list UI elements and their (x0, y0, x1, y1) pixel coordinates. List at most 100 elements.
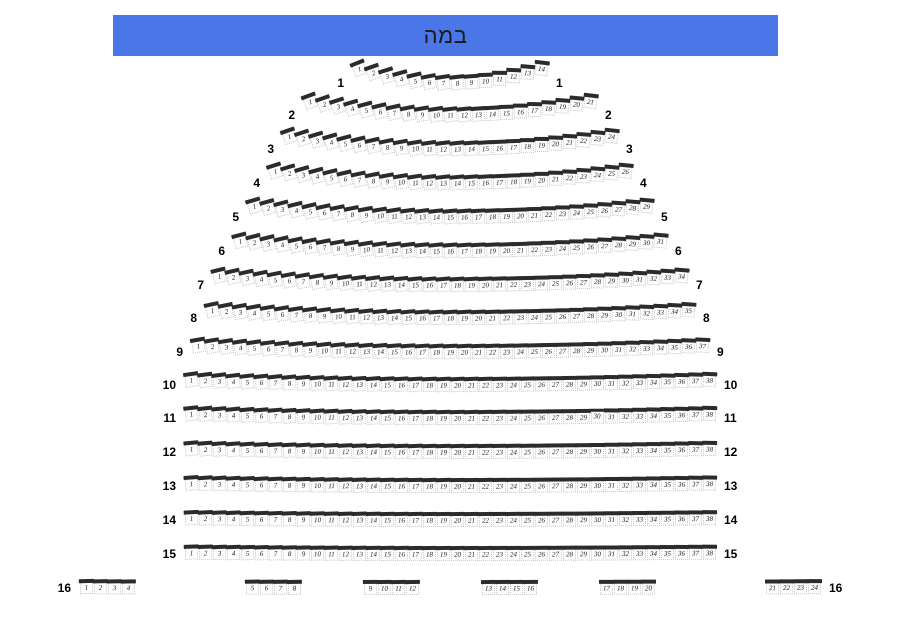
seat-icon[interactable]: 14 (385, 308, 402, 325)
seat-icon[interactable]: 16 (392, 375, 409, 392)
seat-icon[interactable]: 11 (322, 374, 339, 392)
seat-icon[interactable]: 6 (258, 579, 274, 595)
seat-icon[interactable]: 16 (491, 138, 507, 155)
seat-icon[interactable]: 21 (470, 343, 486, 359)
seat-icon[interactable]: 3 (328, 95, 347, 115)
seat-icon[interactable]: 2 (197, 509, 213, 526)
seat-icon[interactable]: 5 (238, 475, 255, 492)
seat-icon[interactable]: 9 (295, 544, 311, 561)
seat-icon[interactable]: 13 (351, 511, 367, 527)
seat-icon[interactable]: 33 (652, 303, 668, 319)
seat-icon[interactable]: 26 (533, 375, 549, 392)
seat-icon[interactable]: 22 (477, 511, 493, 527)
seat-icon[interactable]: 25 (519, 511, 535, 527)
seat-icon[interactable]: 14 (484, 104, 500, 121)
seat-icon[interactable]: 15 (379, 477, 395, 493)
seat-icon[interactable]: 10 (309, 544, 325, 561)
seat-icon[interactable]: 32 (645, 269, 661, 285)
seat-icon[interactable]: 2 (279, 162, 298, 182)
seat-icon[interactable]: 11 (329, 341, 346, 358)
seat-icon[interactable]: 29 (575, 476, 591, 492)
seat-icon[interactable]: 14 (365, 476, 381, 493)
seat-icon[interactable]: 18 (505, 172, 521, 189)
seat-icon[interactable]: 37 (687, 371, 703, 388)
seat-icon[interactable]: 13 (351, 476, 367, 493)
seat-icon[interactable]: 14 (365, 511, 381, 527)
seat-icon[interactable]: 32 (617, 374, 633, 390)
seat-icon[interactable]: 13 (357, 342, 374, 359)
seat-icon[interactable]: 30 (589, 476, 605, 492)
seat-icon[interactable]: 8 (280, 441, 297, 458)
seat-icon[interactable]: 11 (406, 173, 423, 190)
seat-icon[interactable]: 30 (589, 545, 605, 561)
seat-icon[interactable]: 33 (631, 373, 647, 389)
seat-icon[interactable]: 33 (631, 476, 647, 492)
seat-icon[interactable]: 13 (378, 274, 395, 292)
seat-icon[interactable]: 13 (413, 207, 430, 225)
seat-icon[interactable]: 17 (427, 308, 444, 325)
seat-icon[interactable]: 1 (265, 160, 284, 180)
seat-icon[interactable]: 12 (455, 105, 472, 122)
seat-icon[interactable]: 11 (323, 442, 339, 459)
seat-icon[interactable]: 17 (407, 511, 423, 527)
seat-icon[interactable]: 28 (561, 545, 577, 561)
seat-icon[interactable]: 21 (463, 477, 479, 493)
seat-icon[interactable]: 3 (307, 130, 326, 149)
seat-icon[interactable]: 17 (407, 477, 423, 493)
seat-icon[interactable]: 18 (540, 99, 556, 116)
seat-icon[interactable]: 35 (659, 510, 675, 526)
seat-icon[interactable]: 19 (484, 241, 500, 258)
seat-icon[interactable]: 26 (533, 511, 549, 527)
seat-icon[interactable]: 37 (687, 544, 703, 560)
seat-icon[interactable]: 33 (631, 510, 647, 526)
seat-icon[interactable]: 30 (589, 442, 605, 458)
seat-icon[interactable]: 22 (505, 275, 521, 292)
seat-icon[interactable]: 22 (477, 409, 493, 425)
seat-icon[interactable]: 23 (498, 342, 514, 359)
seat-icon[interactable]: 24 (512, 342, 528, 359)
seat-icon[interactable]: 31 (603, 442, 619, 458)
seat-icon[interactable]: 29 (638, 197, 655, 214)
seat-icon[interactable]: 12 (336, 375, 353, 392)
seat-icon[interactable]: 16 (476, 173, 493, 190)
seat-icon[interactable]: 12 (337, 510, 353, 527)
seat-icon[interactable]: 17 (505, 138, 521, 154)
seat-icon[interactable]: 1 (182, 474, 199, 491)
seat-icon[interactable]: 27 (547, 408, 563, 424)
seat-icon[interactable]: 37 (687, 475, 703, 491)
seat-icon[interactable]: 31 (603, 544, 619, 560)
seat-icon[interactable]: 14 (427, 207, 444, 225)
seat-icon[interactable]: 16 (393, 477, 409, 493)
seat-icon[interactable]: 38 (701, 509, 717, 525)
seat-icon[interactable]: 36 (673, 440, 689, 457)
seat-icon[interactable]: 34 (645, 441, 661, 457)
seat-icon[interactable]: 33 (631, 544, 647, 560)
seat-icon[interactable]: 11 (491, 70, 507, 86)
seat-icon[interactable]: 29 (575, 442, 591, 458)
seat-icon[interactable]: 3 (211, 544, 227, 560)
seat-icon[interactable]: 20 (533, 171, 549, 187)
seat-icon[interactable]: 34 (645, 475, 661, 492)
seat-icon[interactable]: 28 (589, 272, 605, 288)
seat-icon[interactable]: 29 (582, 341, 598, 357)
seat-icon[interactable]: 29 (596, 306, 612, 322)
seat-icon[interactable]: 4 (391, 68, 409, 87)
seat-icon[interactable]: 20 (456, 343, 472, 359)
seat-icon[interactable]: 25 (519, 545, 535, 561)
seat-icon[interactable]: 5 (238, 441, 255, 458)
seat-icon[interactable]: 16 (393, 443, 409, 459)
seat-icon[interactable]: 8 (448, 73, 465, 91)
seat-icon[interactable]: 15 (378, 375, 395, 392)
seat-icon[interactable]: 18 (484, 207, 500, 224)
seat-icon[interactable]: 20 (640, 579, 656, 595)
seat-icon[interactable]: 35 (680, 301, 697, 318)
seat-icon[interactable]: 22 (561, 168, 577, 185)
seat-icon[interactable]: 25 (519, 477, 535, 493)
seat-icon[interactable]: 32 (624, 340, 640, 356)
seat-icon[interactable]: 14 (365, 442, 381, 459)
seat-icon[interactable]: 5 (244, 578, 260, 595)
seat-icon[interactable]: 12 (505, 67, 521, 83)
seat-icon[interactable]: 31 (610, 340, 626, 356)
seat-icon[interactable]: 27 (547, 442, 563, 459)
seat-icon[interactable]: 17 (469, 207, 486, 224)
